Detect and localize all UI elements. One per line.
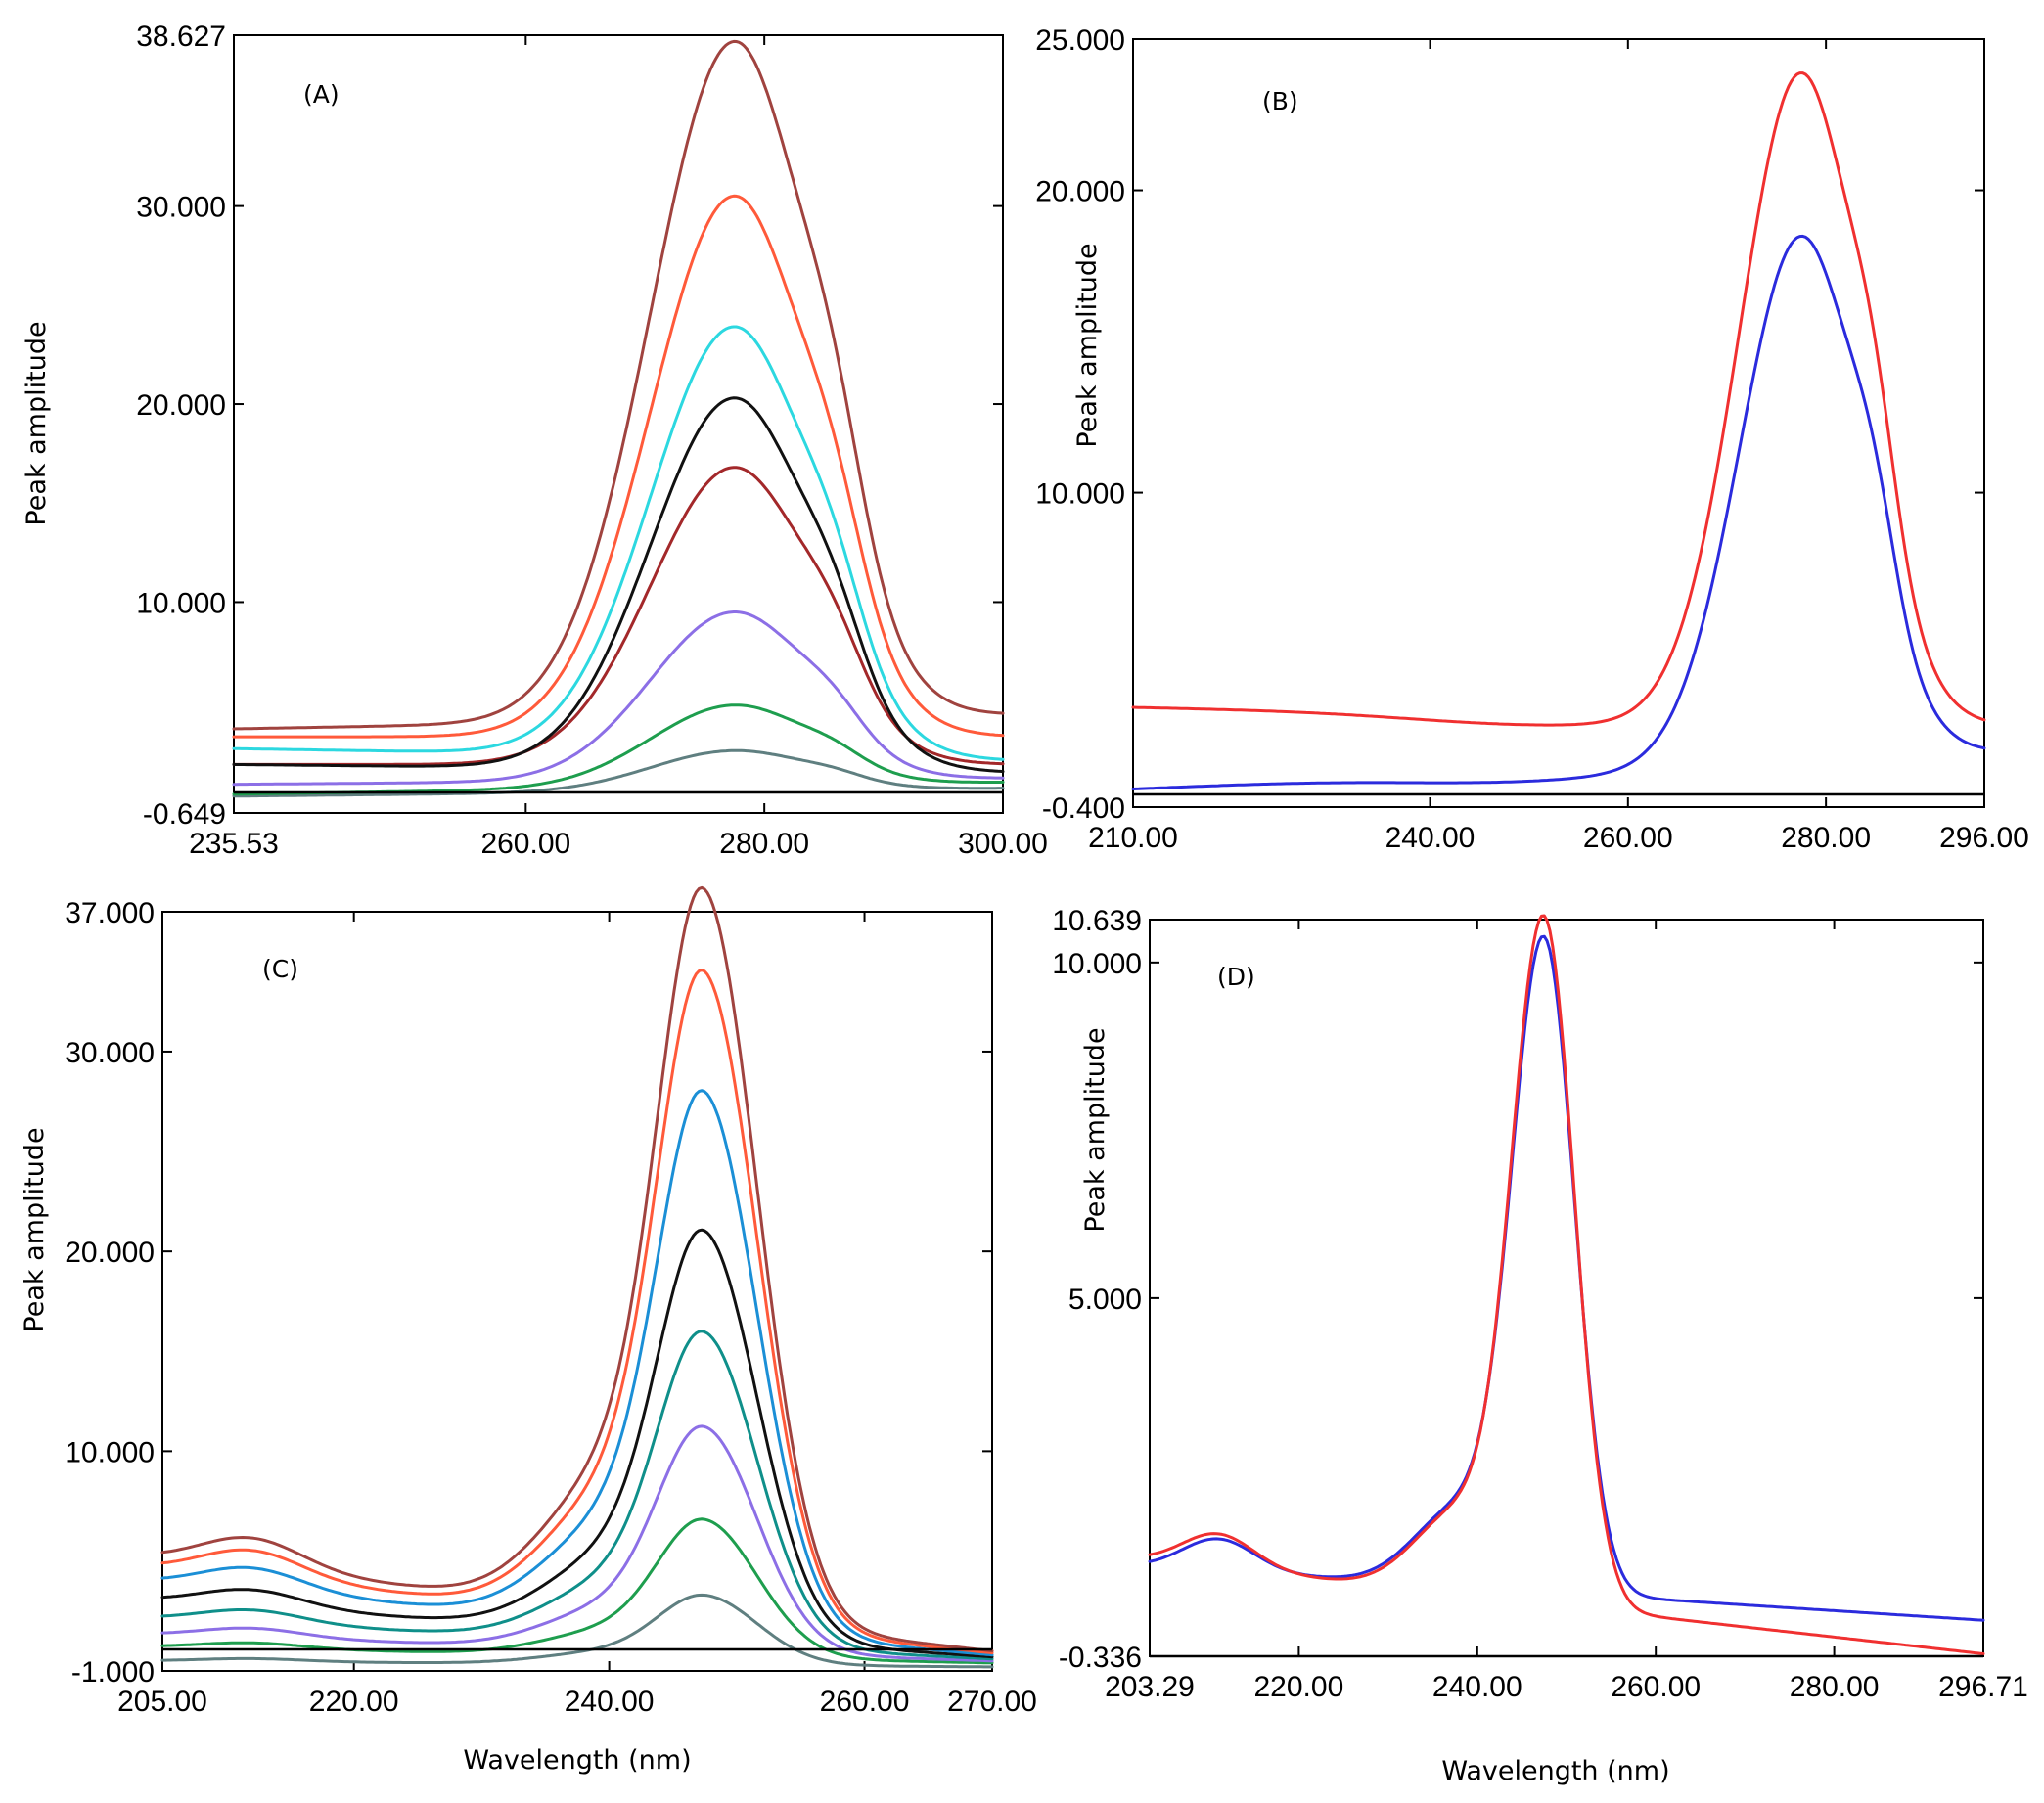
panel-d-series-line	[1148, 934, 1985, 1622]
panel-a-ytick-label: 30.000	[136, 192, 226, 224]
panel-c-series-line	[160, 1517, 994, 1665]
panel-d-xtick-label: 296.71	[1938, 1671, 2028, 1703]
panel-c-frame	[161, 911, 993, 1672]
panel-b-xtick-label: 210.00	[1088, 822, 1178, 854]
panel-a-series-line	[232, 748, 1005, 798]
panel-d: 203.29 220.00 240.00 260.00 280.00 296.71 -0.3…	[1052, 905, 2028, 1786]
panel-c-xtick-label: 220.00	[309, 1686, 399, 1718]
panel-d-series-line	[1148, 914, 1985, 1655]
panel-a-ticks: 235.53 260.00 280.00 300.00 -0.649 10.000 20.0…	[136, 21, 1048, 860]
panel-d-label: (D)	[1217, 963, 1255, 991]
panel-a: 235.53 260.00 280.00 300.00 -0.649 10.000 20.0…	[22, 21, 1048, 860]
panel-c-series-line	[160, 1330, 994, 1661]
panel-b-ytick-label: -0.400	[1042, 792, 1125, 825]
panel-a-series-line	[232, 610, 1005, 787]
panel-a-ytick-label: 10.000	[136, 587, 226, 619]
panel-d-xtick-label: 240.00	[1432, 1671, 1522, 1703]
panel-b-series-line	[1131, 71, 1986, 727]
panel-c-ytick-label: -1.000	[71, 1656, 155, 1689]
panel-d-xtick-label: 260.00	[1611, 1671, 1701, 1703]
panel-c-ylabel: Peak amplitude	[20, 1127, 50, 1331]
panel-d-series	[1148, 914, 1985, 1655]
panel-c-xtick-label: 205.00	[117, 1686, 207, 1718]
panel-d-ticks: 203.29 220.00 240.00 260.00 280.00 296.71 -0.3…	[1052, 905, 2028, 1703]
panel-c-label: (C)	[262, 955, 298, 983]
panel-d-ytick-label: 10.000	[1052, 948, 1142, 980]
panel-a-xtick-label: 280.00	[719, 828, 809, 860]
panel-b-label: (B)	[1262, 87, 1298, 115]
panel-c-xtick-label: 260.00	[820, 1686, 910, 1718]
panel-d-xtick-label: 220.00	[1254, 1671, 1344, 1703]
panel-c-xlabel: Wavelength (nm)	[463, 1745, 691, 1776]
panel-a-xtick-label: 300.00	[958, 828, 1048, 860]
panel-a-xtick-label: 235.53	[189, 828, 279, 860]
panel-b: 210.00 240.00 260.00 280.00 296.00 -0.400 10.0…	[1035, 24, 2029, 854]
panel-b-xtick-label: 260.00	[1583, 822, 1673, 854]
panel-b-ticks: 210.00 240.00 260.00 280.00 296.00 -0.400 10.0…	[1035, 24, 2029, 854]
panel-b-ytick-label: 25.000	[1035, 24, 1125, 57]
panel-a-ytick-label: -0.649	[143, 798, 226, 831]
panel-c-xtick-label: 240.00	[565, 1686, 655, 1718]
panel-a-xtick-label: 260.00	[480, 828, 570, 860]
panel-a-series-line	[232, 39, 1005, 731]
panel-a-series	[232, 39, 1005, 798]
panel-c: 205.00 220.00 240.00 260.00 270.00 -1.000 10.0…	[20, 885, 1037, 1776]
panel-b-frame	[1132, 38, 1985, 808]
panel-a-label: (A)	[303, 80, 340, 109]
panel-a-ytick-label: 20.000	[136, 389, 226, 422]
panel-c-ytick-label: 30.000	[65, 1037, 155, 1069]
panel-d-xtick-label: 203.29	[1105, 1671, 1195, 1703]
panel-b-ytick-label: 10.000	[1035, 478, 1125, 511]
panel-d-xlabel: Wavelength (nm)	[1441, 1756, 1669, 1786]
panel-d-ytick-label: -0.336	[1059, 1642, 1142, 1674]
panel-a-ytick-label: 38.627	[136, 21, 226, 53]
panel-c-series-line	[160, 969, 994, 1655]
panel-c-series	[160, 885, 994, 1669]
panel-b-series-line	[1131, 234, 1986, 790]
panel-b-ytick-label: 20.000	[1035, 176, 1125, 208]
panel-a-series-line	[232, 466, 1005, 766]
panel-d-ylabel: Peak amplitude	[1080, 1027, 1111, 1232]
panel-d-xtick-label: 280.00	[1790, 1671, 1880, 1703]
panel-a-ylabel: Peak amplitude	[22, 321, 52, 525]
panel-c-series-line	[160, 1228, 994, 1659]
panel-c-xtick-label: 270.00	[947, 1686, 1037, 1718]
panel-b-ylabel: Peak amplitude	[1072, 243, 1103, 447]
panel-b-xtick-label: 240.00	[1385, 822, 1476, 854]
panel-c-ytick-label: 10.000	[65, 1436, 155, 1468]
panel-d-ytick-label: 5.000	[1068, 1284, 1142, 1316]
panel-c-series-line	[160, 1089, 994, 1657]
panel-c-series-line	[160, 1424, 994, 1663]
panel-a-series-line	[232, 325, 1005, 761]
panel-b-series	[1131, 71, 1986, 790]
panel-d-ytick-label: 10.639	[1052, 905, 1142, 937]
panel-a-frame	[233, 34, 1004, 814]
panel-c-ytick-label: 37.000	[65, 897, 155, 929]
panel-a-series-line	[232, 194, 1005, 739]
panel-c-ytick-label: 20.000	[65, 1237, 155, 1269]
panel-b-xtick-label: 296.00	[1939, 822, 2029, 854]
panel-a-series-line	[232, 396, 1005, 774]
panel-c-series-line	[160, 885, 994, 1653]
panel-b-xtick-label: 280.00	[1781, 822, 1871, 854]
panel-d-frame	[1149, 919, 1984, 1657]
panel-c-ticks: 205.00 220.00 240.00 260.00 270.00 -1.000 10.0…	[65, 897, 1037, 1718]
panel-c-series-line	[160, 1593, 994, 1669]
